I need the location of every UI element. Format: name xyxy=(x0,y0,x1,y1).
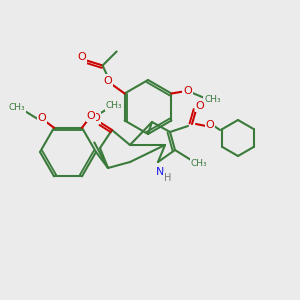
Text: O: O xyxy=(183,85,192,95)
Text: O: O xyxy=(103,76,112,85)
Text: O: O xyxy=(196,101,204,111)
Text: CH₃: CH₃ xyxy=(9,103,25,112)
Text: CH₃: CH₃ xyxy=(106,101,122,110)
Text: CH₃: CH₃ xyxy=(191,158,207,167)
Text: N: N xyxy=(156,167,164,177)
Text: H: H xyxy=(164,173,172,183)
Text: CH₃: CH₃ xyxy=(204,95,221,104)
Text: O: O xyxy=(206,120,214,130)
Text: O: O xyxy=(77,52,86,62)
Text: O: O xyxy=(38,113,46,123)
Text: O: O xyxy=(92,113,100,123)
Text: O: O xyxy=(87,111,95,121)
